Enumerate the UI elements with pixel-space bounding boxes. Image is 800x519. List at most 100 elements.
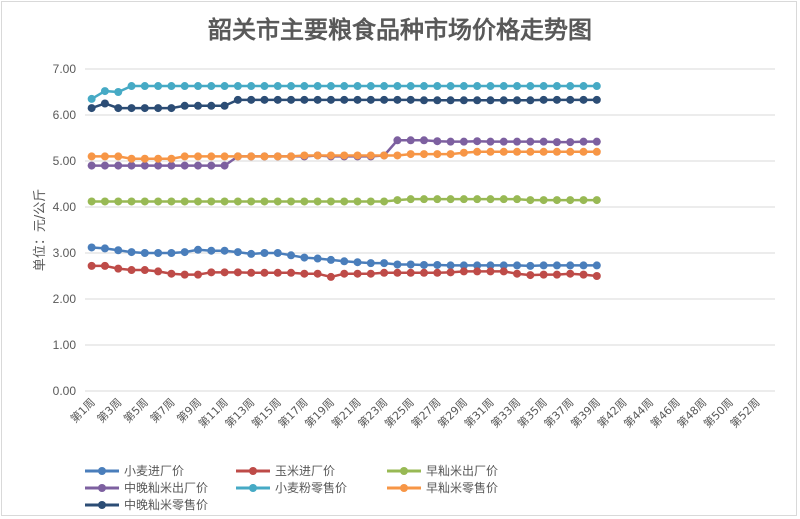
data-point	[140, 266, 149, 275]
legend-label: 早籼米出厂价	[426, 464, 499, 478]
data-point	[154, 197, 163, 206]
data-point	[366, 197, 375, 206]
data-point	[87, 197, 96, 206]
data-point	[566, 261, 575, 270]
data-point	[406, 136, 415, 145]
data-point	[114, 197, 123, 206]
data-point	[566, 269, 575, 278]
data-point	[300, 151, 309, 160]
data-point	[273, 268, 282, 277]
data-point	[420, 82, 428, 91]
data-point	[420, 96, 428, 105]
data-point	[287, 152, 296, 161]
data-point	[486, 137, 495, 146]
data-point	[539, 95, 548, 104]
data-point	[566, 138, 575, 147]
legend-label: 中晚籼米出厂价	[124, 481, 209, 495]
data-point	[366, 95, 375, 104]
legend-label: 小麦进厂价	[124, 464, 185, 478]
legend-marker-icon	[236, 466, 270, 475]
data-point	[539, 147, 548, 156]
data-point	[287, 251, 296, 260]
data-point	[180, 101, 189, 110]
legend-label: 玉米进厂价	[275, 464, 336, 478]
data-point	[100, 152, 109, 161]
legend-label: 中晚籼米零售价	[124, 498, 209, 512]
data-point	[366, 269, 375, 278]
data-point	[446, 150, 455, 159]
data-point	[459, 261, 468, 270]
legend-item: 早籼米出厂价	[387, 462, 498, 479]
data-point	[180, 270, 189, 279]
data-point	[420, 150, 428, 159]
data-point	[473, 195, 482, 204]
data-point	[380, 151, 389, 160]
data-point	[393, 268, 402, 277]
data-point	[100, 99, 109, 108]
data-point	[167, 154, 176, 163]
x-tick-label: 第3周	[94, 395, 124, 425]
data-point	[473, 82, 482, 91]
y-tick-label: 0.00	[53, 384, 77, 398]
data-point	[353, 82, 362, 91]
x-tick-label: 第52周	[727, 395, 762, 430]
data-point	[526, 82, 535, 91]
data-point	[486, 261, 495, 270]
x-tick-label: 第7周	[147, 395, 177, 425]
data-point	[313, 197, 322, 206]
data-point	[326, 95, 335, 104]
data-point	[420, 195, 428, 204]
data-point	[87, 104, 96, 113]
series-2	[87, 261, 601, 281]
data-point	[194, 101, 202, 110]
legend-item: 小麦粉零售价	[236, 479, 347, 496]
data-point	[406, 260, 415, 269]
data-point	[207, 101, 216, 110]
data-point	[473, 261, 482, 270]
data-point	[100, 161, 109, 170]
data-point	[539, 261, 548, 270]
data-point	[167, 249, 176, 257]
legend-item: 玉米进厂价	[236, 462, 335, 479]
legend-item: 中晚籼米零售价	[85, 496, 208, 513]
data-point	[406, 195, 415, 204]
data-point	[433, 268, 442, 277]
data-point	[180, 197, 189, 206]
data-point	[579, 137, 588, 146]
series-5	[87, 82, 601, 103]
data-point	[326, 255, 335, 264]
data-point	[313, 254, 322, 263]
data-point	[459, 137, 468, 146]
data-point	[87, 152, 96, 161]
data-point	[207, 246, 216, 255]
data-point	[539, 270, 548, 279]
data-point	[207, 161, 216, 170]
data-point	[459, 82, 468, 91]
legend-marker-icon	[387, 466, 421, 475]
data-point	[233, 95, 242, 104]
data-point	[87, 94, 96, 103]
data-point	[127, 104, 136, 113]
data-point	[220, 268, 229, 277]
data-point	[486, 195, 495, 204]
data-point	[366, 82, 375, 91]
data-point	[220, 152, 229, 161]
y-axis-title: 单位：元/公斤	[33, 189, 48, 271]
data-point	[353, 151, 362, 160]
data-point	[313, 269, 322, 278]
series-1	[87, 243, 601, 270]
data-point	[353, 197, 362, 206]
y-tick-label: 4.00	[53, 200, 77, 214]
data-point	[140, 249, 149, 257]
data-point	[326, 272, 335, 281]
data-point	[233, 197, 242, 206]
data-point	[566, 95, 575, 104]
data-point	[552, 95, 561, 104]
data-point	[420, 260, 428, 269]
data-point	[513, 82, 522, 91]
data-point	[167, 269, 176, 278]
data-point	[154, 249, 163, 257]
data-point	[526, 137, 535, 146]
data-point	[393, 260, 402, 269]
data-point	[566, 147, 575, 156]
